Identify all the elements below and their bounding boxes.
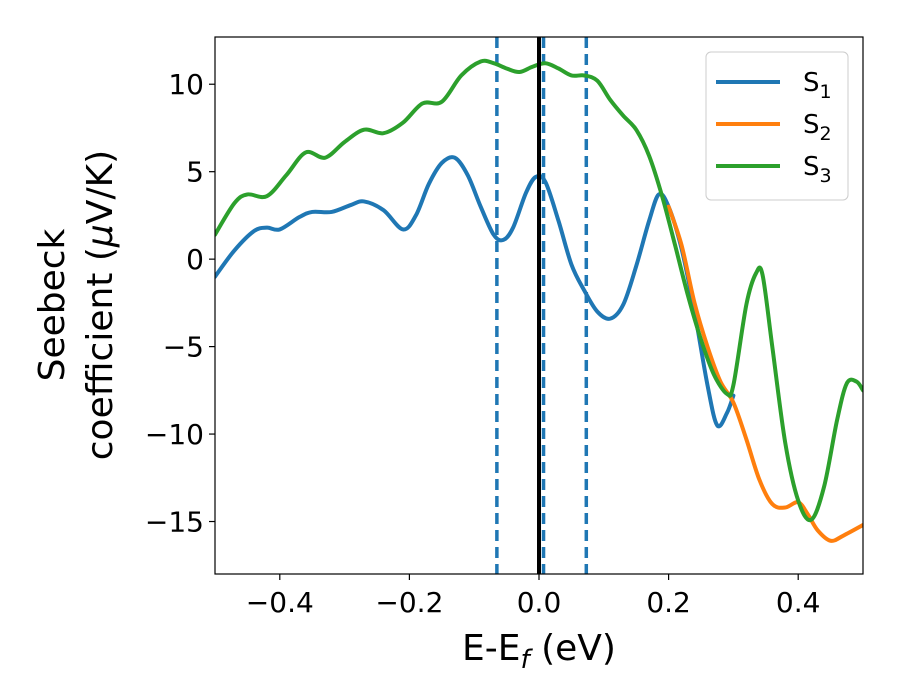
legend-label-s2: S2: [803, 110, 832, 145]
legend: S1 S2 S3: [705, 51, 849, 201]
series-line-s2: [666, 204, 863, 543]
x-tick-label: −0.4: [246, 586, 314, 619]
x-tick-label: −0.2: [375, 586, 443, 619]
series-line-s3: [215, 58, 863, 523]
y-tick-label: −15: [145, 506, 204, 539]
x-tick-label: 0.4: [776, 586, 821, 619]
y-tick-label: 10: [168, 68, 204, 101]
legend-label-s1: S1: [803, 68, 832, 103]
x-tick-label: 0.2: [646, 586, 691, 619]
y-tick-label: −5: [163, 331, 204, 364]
y-axis-title-line1: Seebeck: [32, 228, 73, 381]
y-axis-title-line2: coefficient (μV/K): [80, 150, 121, 460]
x-tick-label: 0.0: [517, 586, 562, 619]
y-tick-label: 5: [186, 156, 204, 189]
y-tick-label: 0: [186, 243, 204, 276]
series-line-s1: [215, 155, 736, 429]
x-axis-title: E-Ef (eV): [462, 628, 616, 675]
legend-label-s3: S3: [803, 152, 832, 187]
y-tick-label: −10: [145, 418, 204, 451]
